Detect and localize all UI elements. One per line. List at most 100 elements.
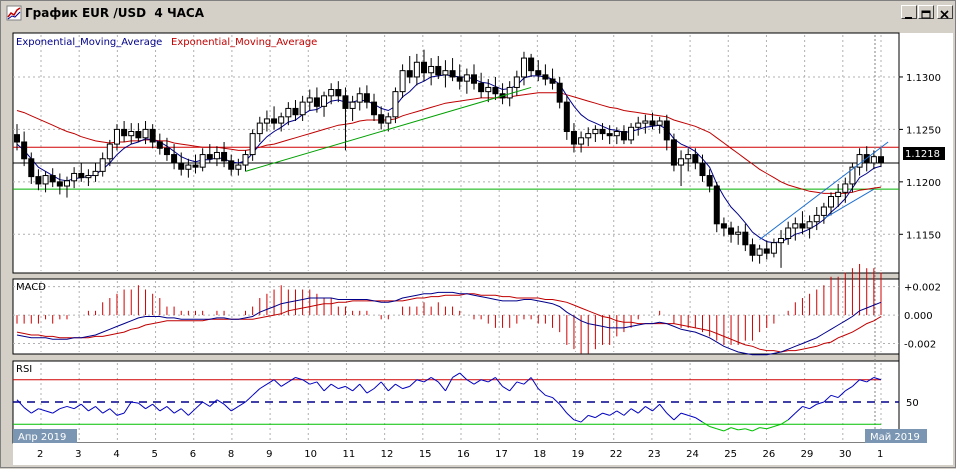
- candle-body: [842, 183, 849, 193]
- candle-body: [728, 227, 735, 235]
- rsi-segment: [252, 388, 261, 396]
- rsi-segment: [730, 427, 739, 431]
- chart-window-icon: [6, 5, 22, 21]
- candle-body: [113, 128, 120, 145]
- candle-body: [28, 158, 35, 178]
- candle-body: [592, 128, 599, 135]
- macd-tick-label: 0.000: [904, 311, 933, 322]
- candle-body: [699, 162, 706, 177]
- candle-body: [371, 101, 378, 116]
- minimize-icon: [905, 17, 912, 19]
- macd-line: [16, 291, 882, 356]
- minimize-button[interactable]: [901, 5, 917, 19]
- candle-body: [785, 227, 792, 239]
- rsi-segment: [209, 399, 218, 407]
- rsi-segment: [480, 379, 489, 383]
- ema-slow-line: [16, 92, 882, 194]
- rsi-segment: [830, 394, 839, 399]
- rsi-segment: [695, 417, 703, 423]
- candle-body: [285, 107, 292, 118]
- candle-body: [792, 223, 799, 229]
- candle-body: [349, 101, 356, 109]
- candle-body: [356, 93, 363, 103]
- candle-body: [192, 164, 199, 168]
- date-tick-label: 29: [801, 449, 814, 460]
- candle-body: [163, 147, 170, 156]
- close-button[interactable]: [937, 5, 953, 19]
- rsi-segment: [373, 381, 382, 389]
- candle-body: [685, 154, 692, 160]
- date-tick-label: 2: [37, 449, 43, 460]
- rsi-segment: [837, 390, 846, 398]
- rsi-series: [13, 372, 899, 432]
- rsi-segment: [866, 377, 875, 383]
- date-tick-label: 9: [266, 449, 272, 460]
- rsi-segment: [173, 408, 182, 414]
- rsi-segment: [802, 405, 810, 410]
- trend-line: [823, 188, 875, 219]
- date-tick-label: 5: [152, 449, 158, 460]
- candle-body: [378, 114, 385, 124]
- candle-body: [578, 137, 585, 145]
- candle-body: [692, 154, 699, 164]
- maximize-button[interactable]: [918, 5, 934, 19]
- date-tick-label: 17: [495, 449, 508, 460]
- rsi-segment: [738, 428, 746, 431]
- rsi-segment: [52, 408, 61, 414]
- rsi-segment: [330, 383, 339, 390]
- end-date-label: Май 2019: [870, 432, 920, 443]
- candle-body: [678, 158, 685, 166]
- price-tick-label: 1.1150: [906, 230, 941, 241]
- candle-body: [42, 175, 49, 185]
- rsi-segment: [573, 419, 582, 423]
- price-tick-label: 1.1300: [906, 73, 941, 84]
- candle-body: [663, 120, 670, 141]
- date-tick-label: 8: [228, 449, 234, 460]
- rsi-segment: [280, 381, 289, 387]
- candle-body: [49, 175, 56, 183]
- rsi-segment: [566, 412, 575, 421]
- rsi-segment: [852, 379, 860, 387]
- rsi-segment: [637, 406, 646, 414]
- candle-body: [513, 76, 520, 88]
- rsi-segment: [602, 412, 610, 416]
- rsi-segment: [537, 388, 546, 396]
- candle-body: [185, 164, 192, 170]
- candle-body: [492, 86, 499, 95]
- window-title: График EUR /USD 4 ЧАСА: [25, 6, 205, 20]
- rsi-segment: [138, 402, 146, 410]
- candle-body: [35, 176, 42, 185]
- candle-body: [556, 82, 563, 103]
- rsi-segment: [259, 383, 268, 390]
- price-tick-label: 1.1250: [906, 125, 941, 136]
- rsi-segment: [395, 383, 403, 390]
- candle-body: [478, 82, 485, 93]
- candle-body: [599, 128, 606, 135]
- rsi-segment: [466, 379, 475, 385]
- candle-body: [149, 128, 156, 143]
- candle-body: [620, 130, 627, 141]
- candle-body: [506, 86, 513, 99]
- rsi-segment: [709, 426, 717, 430]
- candle-body: [413, 61, 420, 78]
- candle-body: [92, 170, 99, 177]
- rsi-segment: [787, 412, 796, 421]
- candle-body: [649, 120, 656, 126]
- axis-labels: 2 3 4 5 6 8 9 10 11 12 15 16 17 18 19 22 23 24 25 26 29 30 11.…: [37, 73, 941, 460]
- candle-body: [178, 162, 185, 170]
- candle-body: [742, 231, 749, 246]
- candle-body: [770, 242, 777, 254]
- candle-body: [235, 164, 242, 170]
- legend-ema-fast: Exponential_Moving_Average: [16, 37, 162, 48]
- price-panel[interactable]: [12, 32, 900, 274]
- candle-body: [628, 126, 635, 141]
- rsi-segment: [659, 403, 668, 414]
- rsi-segment: [166, 406, 175, 414]
- rsi-segment: [437, 381, 446, 392]
- rsi-label: RSI: [16, 364, 32, 375]
- rsi-segment: [23, 407, 32, 414]
- candle-body: [820, 206, 827, 216]
- candle-body: [806, 221, 813, 229]
- rsi-segment: [123, 401, 132, 414]
